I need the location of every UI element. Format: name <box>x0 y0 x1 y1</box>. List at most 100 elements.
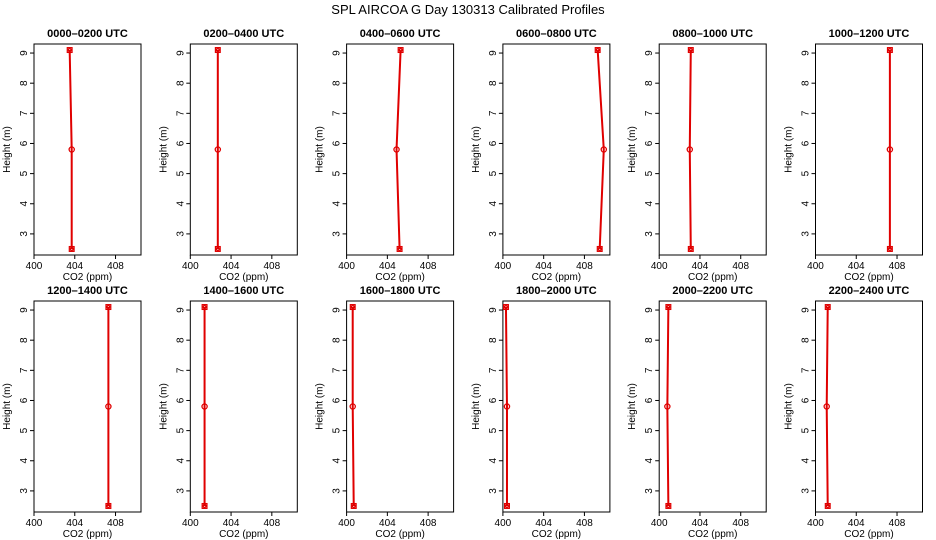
y-tick-label: 5 <box>332 427 343 433</box>
panel: 1600–1800 UTC 400 404 408 3 4 5 6 7 8 9 CO2 (ppm) He… <box>315 285 455 540</box>
data-point <box>823 403 830 410</box>
data-point <box>665 304 672 311</box>
x-tick-label: 400 <box>182 261 199 272</box>
y-tick-label: 6 <box>488 397 499 403</box>
profile-line <box>666 307 670 506</box>
panel-title: 0400–0600 UTC <box>360 28 441 40</box>
y-axis-label: Height (m) <box>158 126 169 173</box>
data-point <box>502 304 509 311</box>
data-point <box>600 146 608 153</box>
panel-title: 1600–1800 UTC <box>360 285 441 297</box>
x-tick-label: 400 <box>807 261 824 272</box>
y-axis-label: Height (m) <box>2 383 13 430</box>
data-point-marker <box>595 47 600 53</box>
x-tick-label: 400 <box>338 518 355 529</box>
x-tick-label: 404 <box>66 518 83 529</box>
y-tick-label: 5 <box>19 170 30 176</box>
plot-frame <box>815 43 923 256</box>
panel-title: 1200–1400 UTC <box>47 285 128 297</box>
data-point-marker <box>397 246 402 252</box>
y-tick-label: 9 <box>644 307 655 313</box>
x-tick-label: 400 <box>651 518 668 529</box>
y-tick-label: 7 <box>175 367 186 373</box>
y-tick-label: 6 <box>644 397 655 403</box>
x-tick-label: 404 <box>535 518 552 529</box>
x-tick-label: 400 <box>807 518 824 529</box>
y-tick-label: 5 <box>175 427 186 433</box>
y-tick-label: 5 <box>175 170 186 176</box>
x-tick-label: 408 <box>732 518 749 529</box>
x-axis-label: CO2 (ppm) <box>688 272 737 283</box>
y-tick-label: 9 <box>801 307 812 313</box>
y-tick-label: 4 <box>488 458 499 464</box>
y-axis-label: Height (m) <box>627 126 638 173</box>
x-axis-label: CO2 (ppm) <box>219 529 268 540</box>
x-tick-label: 404 <box>848 518 865 529</box>
y-tick-label: 8 <box>175 337 186 343</box>
x-axis-label: CO2 (ppm) <box>532 272 581 283</box>
panel: 0200–0400 UTC 400 404 408 3 4 5 6 7 8 9 CO2 (ppm) He… <box>158 28 298 283</box>
y-tick-label: 5 <box>801 170 812 176</box>
x-tick-label: 404 <box>379 518 396 529</box>
y-axis-label: Height (m) <box>471 383 482 430</box>
y-tick-label: 7 <box>801 367 812 373</box>
data-point-marker <box>825 304 830 310</box>
profile-line <box>596 49 605 250</box>
profile-line <box>68 50 73 249</box>
y-tick-label: 3 <box>801 231 812 237</box>
y-tick-label: 7 <box>488 110 499 116</box>
x-tick-label: 400 <box>26 518 43 529</box>
y-tick-label: 5 <box>644 427 655 433</box>
y-tick-label: 6 <box>801 397 812 403</box>
x-tick-label: 404 <box>379 261 396 272</box>
y-tick-label: 7 <box>801 110 812 116</box>
y-tick-label: 4 <box>175 201 186 207</box>
x-tick-label: 404 <box>66 261 83 272</box>
panel: 0000–0200 UTC 400 404 408 3 4 5 6 7 8 9 CO2 (ppm) He… <box>2 28 142 283</box>
y-tick-label: 7 <box>19 367 30 373</box>
profile-line <box>688 50 692 249</box>
y-tick-label: 5 <box>801 427 812 433</box>
data-point <box>594 47 601 54</box>
data-point-marker <box>202 304 207 310</box>
plot-frame <box>189 300 298 513</box>
data-point-marker <box>666 304 671 310</box>
panel-title: 1800–2000 UTC <box>516 285 597 297</box>
y-tick-label: 6 <box>644 140 655 146</box>
data-point <box>886 47 893 54</box>
panel: 2200–2400 UTC 400 404 408 3 4 5 6 7 8 9 CO2 (ppm) He… <box>784 285 923 540</box>
y-tick-label: 7 <box>332 110 343 116</box>
panels-grid: 0000–0200 UTC 400 404 408 3 4 5 6 7 8 9 CO2 (ppm) He… <box>2 28 923 540</box>
data-point <box>886 146 894 153</box>
plot-frame <box>189 43 298 256</box>
y-tick-label: 6 <box>19 140 30 146</box>
x-tick-label: 408 <box>263 518 280 529</box>
y-axis-label: Height (m) <box>158 383 169 430</box>
y-tick-label: 8 <box>19 337 30 343</box>
y-tick-label: 8 <box>332 80 343 86</box>
panel: 2000–2200 UTC 400 404 408 3 4 5 6 7 8 9 CO2 (ppm) He… <box>627 285 767 540</box>
y-tick-label: 3 <box>175 488 186 494</box>
y-tick-label: 5 <box>488 427 499 433</box>
panel-title: 0200–0400 UTC <box>203 28 284 40</box>
data-point-marker <box>597 246 602 252</box>
x-axis-label: CO2 (ppm) <box>63 529 112 540</box>
x-axis-label: CO2 (ppm) <box>63 272 112 283</box>
x-tick-label: 408 <box>263 261 280 272</box>
data-point <box>824 502 831 509</box>
panel: 0400–0600 UTC 400 404 408 3 4 5 6 7 8 9 CO2 (ppm) He… <box>315 28 455 283</box>
y-tick-label: 5 <box>644 170 655 176</box>
data-point <box>350 502 357 509</box>
y-tick-label: 6 <box>175 140 186 146</box>
data-point-marker <box>688 47 693 53</box>
x-tick-label: 408 <box>732 261 749 272</box>
y-tick-label: 4 <box>175 458 186 464</box>
y-tick-label: 8 <box>488 80 499 86</box>
y-tick-label: 4 <box>801 458 812 464</box>
data-point <box>396 245 403 252</box>
plot-frame <box>502 300 611 513</box>
y-tick-label: 6 <box>332 140 343 146</box>
y-tick-label: 8 <box>644 80 655 86</box>
y-tick-label: 5 <box>19 427 30 433</box>
